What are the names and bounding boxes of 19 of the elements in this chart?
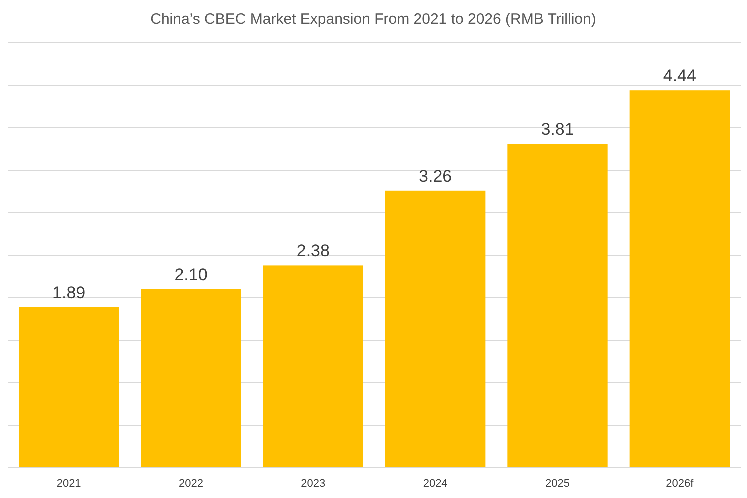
x-tick-label: 2021 bbox=[56, 478, 82, 490]
x-tick-label: 2026f bbox=[666, 478, 695, 490]
bar bbox=[141, 290, 242, 468]
bar bbox=[18, 307, 120, 468]
bar bbox=[508, 144, 608, 468]
bar bbox=[385, 190, 486, 468]
data-label: 3.81 bbox=[541, 120, 574, 140]
x-tick-label: 2025 bbox=[546, 478, 570, 490]
data-label: 1.89 bbox=[52, 283, 86, 302]
bar bbox=[630, 90, 730, 468]
data-label: 2.38 bbox=[296, 242, 330, 261]
data-label: 4.44 bbox=[663, 66, 696, 86]
bar bbox=[263, 266, 364, 468]
chart-title: China’s CBEC Market Expansion From 2021 to 2026 (RMB Trillion) bbox=[150, 11, 596, 28]
x-tick-label: 2023 bbox=[301, 478, 326, 490]
x-tick-label: 2022 bbox=[179, 478, 204, 490]
x-tick-label: 2024 bbox=[423, 478, 448, 490]
data-label: 2.10 bbox=[174, 266, 208, 284]
data-label: 3.26 bbox=[419, 166, 452, 186]
